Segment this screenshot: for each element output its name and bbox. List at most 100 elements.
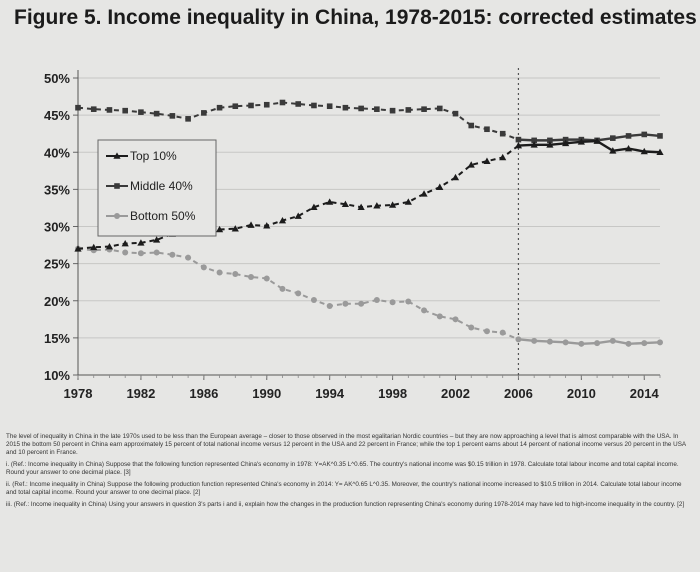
point-bottom-50 [405, 298, 412, 305]
point-middle-40 [421, 106, 427, 112]
point-top-10 [436, 183, 444, 190]
point-middle-40 [311, 102, 317, 109]
point-middle-40 [625, 133, 632, 139]
y-tick-labels: 50% 45% 40% 35% 30% 25% 20% 15% 10% [44, 71, 70, 383]
point-middle-40 [248, 102, 254, 109]
point-middle-40 [547, 137, 553, 144]
point-middle-40 [201, 110, 207, 116]
point-bottom-50 [594, 340, 601, 347]
y-tick-label: 20% [44, 294, 70, 309]
point-top-10 [357, 203, 365, 210]
point-top-10 [263, 222, 271, 229]
axes [73, 68, 661, 380]
point-top-10 [624, 144, 633, 152]
y-tick-label: 35% [44, 182, 70, 197]
point-bottom-50 [389, 299, 396, 306]
point-top-10 [121, 239, 129, 247]
point-top-10 [278, 216, 287, 224]
series-middle-40 [75, 99, 663, 144]
series-lines [74, 99, 664, 347]
point-bottom-50 [578, 340, 585, 347]
point-middle-40 [295, 101, 302, 107]
point-bottom-50 [137, 250, 144, 257]
x-tick-label: 2010 [567, 386, 596, 401]
note-question-i: i. (Ref.: Income inequality in China) Su… [6, 461, 679, 476]
series-line-solid-middle-40 [518, 133, 661, 142]
point-top-10 [310, 203, 318, 210]
legend: Top 10% Middle 40% Bottom 50% [97, 139, 217, 237]
point-middle-40 [342, 104, 349, 111]
point-top-10 [247, 221, 255, 228]
point-bottom-50 [310, 297, 317, 304]
series-bottom-50 [75, 245, 663, 347]
point-middle-40 [106, 107, 113, 113]
point-bottom-50 [200, 264, 207, 271]
point-bottom-50 [232, 271, 239, 278]
point-middle-40 [405, 107, 412, 113]
x-tick-label: 1986 [189, 386, 218, 401]
point-top-10 [90, 243, 98, 251]
point-top-10 [231, 225, 239, 232]
point-middle-40 [232, 103, 239, 110]
y-tick-label: 40% [44, 145, 70, 160]
note-question-iii: iii. (Ref.: Income inequality in China) … [6, 501, 685, 508]
question-notes: The level of inequality in China in the … [6, 433, 692, 513]
legend-swatch-marker [114, 183, 120, 189]
point-middle-40 [641, 131, 648, 138]
point-bottom-50 [216, 269, 223, 276]
point-top-10 [562, 139, 570, 147]
gridlines [78, 77, 660, 339]
point-top-10 [656, 148, 664, 156]
point-middle-40 [153, 110, 160, 117]
point-top-10 [373, 202, 381, 209]
point-bottom-50 [421, 307, 428, 314]
point-bottom-50 [531, 337, 538, 344]
point-middle-40 [389, 107, 396, 114]
point-middle-40 [75, 104, 81, 111]
point-bottom-50 [153, 249, 160, 256]
point-middle-40 [452, 110, 459, 117]
point-bottom-50 [326, 302, 333, 309]
point-top-10 [451, 173, 460, 181]
series-line-dashed-middle-40 [77, 101, 519, 141]
point-top-10 [326, 198, 334, 205]
y-tick-label: 25% [44, 257, 70, 272]
point-middle-40 [436, 105, 443, 112]
point-bottom-50 [358, 300, 365, 307]
series-line-solid-bottom-50 [518, 338, 661, 346]
point-top-10 [105, 242, 114, 250]
legend-swatch-marker [113, 152, 121, 159]
point-bottom-50 [452, 316, 459, 323]
point-bottom-50 [657, 339, 663, 346]
point-top-10 [593, 137, 601, 144]
point-top-10 [483, 157, 491, 164]
x-tick-labels: 1978 1982 1986 1990 1994 1998 2002 2006 2010 2014 [64, 386, 660, 401]
point-middle-40 [515, 136, 522, 143]
point-top-10 [74, 245, 82, 252]
point-middle-40 [499, 130, 506, 137]
x-tick-label: 1978 [64, 386, 93, 401]
point-top-10 [609, 147, 617, 154]
point-top-10 [420, 190, 428, 197]
point-bottom-50 [263, 275, 270, 282]
point-bottom-50 [468, 324, 475, 331]
point-top-10 [467, 161, 475, 168]
point-middle-40 [657, 133, 663, 139]
x-tick-label: 2002 [441, 386, 470, 401]
point-bottom-50 [546, 338, 553, 345]
y-tick-label: 10% [44, 368, 70, 383]
point-bottom-50 [122, 249, 129, 256]
point-middle-40 [216, 104, 223, 111]
point-top-10 [577, 138, 585, 145]
series-line-dashed-top-10 [77, 144, 520, 250]
point-middle-40 [358, 105, 364, 112]
x-tick-label: 1990 [252, 386, 281, 401]
point-middle-40 [468, 122, 475, 129]
point-middle-40 [279, 99, 286, 106]
legend-label: Middle 40% [130, 179, 193, 193]
point-bottom-50 [609, 337, 616, 344]
point-bottom-50 [295, 290, 302, 297]
point-middle-40 [138, 109, 144, 115]
x-tick-label: 1994 [315, 386, 345, 401]
point-middle-40 [562, 136, 569, 143]
